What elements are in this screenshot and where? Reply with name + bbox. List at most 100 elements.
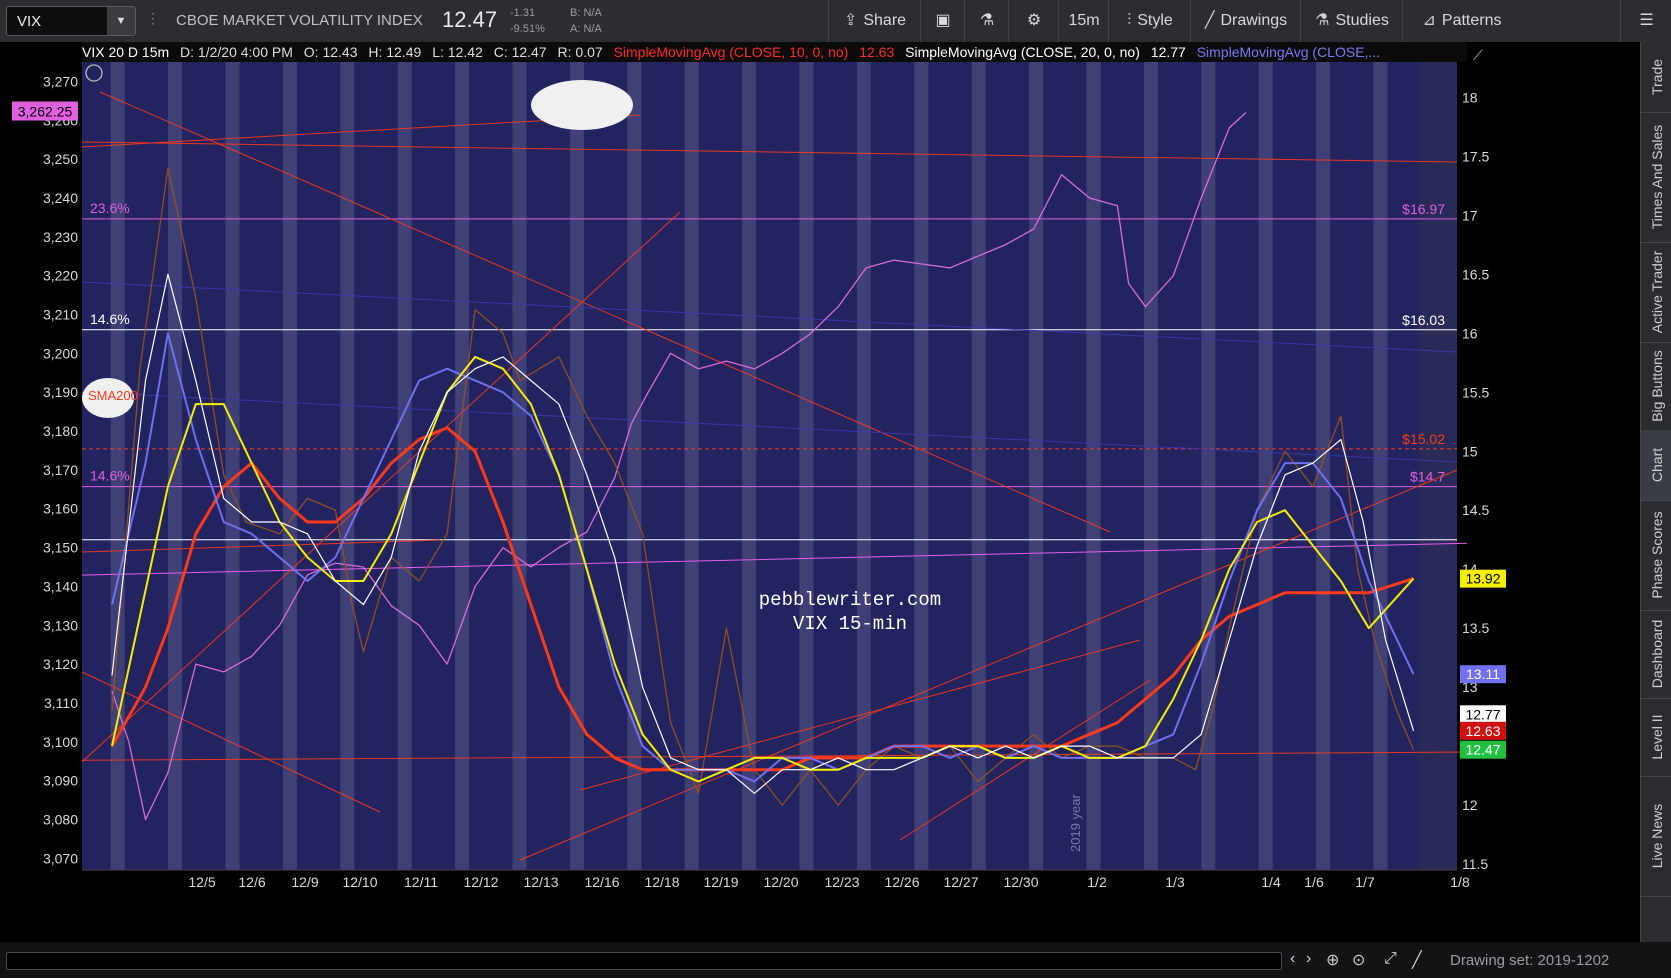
sidebar-tab-times-and-sales[interactable]: Times And Sales <box>1641 112 1671 243</box>
session-stripe <box>1029 62 1044 870</box>
left-axis-tick-label: 3,160 <box>43 501 78 517</box>
level-pct-label: 14.6% <box>90 468 130 484</box>
sidebar-tab-label: Times And Sales <box>1648 124 1665 230</box>
spx-series-line <box>111 112 1247 821</box>
sidebar-tab-phase-scores[interactable]: Phase Scores <box>1641 500 1671 611</box>
symbol-text[interactable]: VIX <box>17 13 42 30</box>
candlestick-icon: ⫶ <box>1127 12 1132 29</box>
annotation-ellipse <box>531 80 633 130</box>
trend-line <box>81 542 1468 576</box>
sma20-label: SimpleMovingAvg (CLOSE, 20, 0, no) <box>905 44 1140 60</box>
year-label: 2019 year <box>1068 794 1083 852</box>
session-stripe <box>512 62 527 870</box>
level-price-label: $14.7 <box>1410 469 1445 485</box>
screenshot-button[interactable]: ▣ <box>920 0 965 42</box>
left-axis-tick-label: 3,210 <box>43 307 78 323</box>
studies-button[interactable]: ⚗ Studies <box>1300 0 1403 42</box>
right-axis-tick-label: 17.5 <box>1462 148 1489 164</box>
x-axis-tick-label: 1/8 <box>1450 874 1470 890</box>
sidebar-tab-big-buttons[interactable]: Big Buttons <box>1641 342 1671 431</box>
session-stripe <box>110 62 125 870</box>
left-axis-marker <box>12 101 78 121</box>
net-change: -1.31 <box>510 7 536 19</box>
chart-scrollbar[interactable] <box>6 952 1282 970</box>
sidebar-tab-level-ii[interactable]: Level II <box>1641 698 1671 777</box>
sidebar-tab-dashboard[interactable]: Dashboard <box>1641 610 1671 699</box>
watermark-text: pebblewriter.com <box>759 589 941 611</box>
symbol-selector[interactable]: VIX ▼ <box>6 6 136 36</box>
chart-settings-icon: ⟋ <box>1473 47 1483 63</box>
sidebar-tab-label: Phase Scores <box>1648 511 1665 599</box>
value-tag <box>1460 721 1506 740</box>
sma-red-line <box>110 426 1414 772</box>
right-axis-tick-label: 13.5 <box>1462 620 1489 636</box>
session-stripe <box>1373 62 1388 870</box>
value-tag <box>1460 665 1506 684</box>
share-icon: ⇪ <box>843 12 858 29</box>
scroll-left-icon[interactable]: ‹ <box>1290 950 1296 967</box>
change-block: -1.31 -9.51% <box>510 5 545 37</box>
level-price-label: $16.03 <box>1402 312 1445 328</box>
value-tag-label: 13.92 <box>1465 571 1500 587</box>
sidebar-tab-chart[interactable]: Chart <box>1641 430 1671 501</box>
right-axis-tick-label: 15 <box>1462 443 1478 459</box>
left-axis-tick-label: 3,250 <box>43 151 78 167</box>
trend-line <box>899 679 1151 841</box>
chart-title: VIX 15-min <box>793 613 907 635</box>
sidebar-tab-label: Chart <box>1648 447 1665 483</box>
style-button[interactable]: ⫶ Style <box>1108 0 1191 42</box>
flask-icon: ⚗ <box>979 12 995 29</box>
settings-button[interactable]: ⚙ <box>1008 0 1059 42</box>
session-stripe <box>455 62 470 870</box>
session-stripe <box>742 62 757 870</box>
chart-area[interactable]: $16.97 23.6% $16.03 14.6% $15.02 $14.7 14.6% SM… <box>0 42 1640 942</box>
chevron-down-icon[interactable]: ▼ <box>107 7 135 35</box>
left-axis-tick-label: 3,070 <box>43 850 78 866</box>
sidebar-tab-trade[interactable]: Trade <box>1641 42 1671 113</box>
x-axis-tick-label: 12/20 <box>763 874 798 890</box>
menu-button[interactable]: ☰ <box>1620 0 1671 42</box>
x-axis-tick-label: 12/16 <box>584 874 619 890</box>
patterns-button[interactable]: ⊿ Patterns <box>1402 0 1521 42</box>
x-axis-tick-label: 12/27 <box>943 874 978 890</box>
drag-handle-icon[interactable]: ⋮ <box>146 10 160 26</box>
left-axis-tick-label: 3,100 <box>43 734 78 750</box>
share-button[interactable]: ⇪ Share <box>828 0 921 42</box>
sidebar-tab-active-trader[interactable]: Active Trader <box>1641 242 1671 343</box>
sidebar-tab-label: Active Trader <box>1648 250 1665 334</box>
future-region <box>1419 62 1457 870</box>
expand-icon[interactable]: ⤢ <box>1384 950 1397 967</box>
left-axis-tick-label: 3,130 <box>43 617 78 633</box>
crosshair-icon[interactable]: ⊕ <box>1326 952 1340 969</box>
info-high: H: 12.49 <box>368 44 422 60</box>
session-stripe <box>1143 62 1158 870</box>
right-sidebar: Trade Times And Sales Active Trader Big But… <box>1640 42 1671 942</box>
sma10-line <box>111 273 1415 794</box>
trend-line <box>81 751 1468 761</box>
left-axis-tick-label: 3,090 <box>43 773 78 789</box>
draw-line-icon[interactable]: ╱ <box>1412 952 1422 969</box>
session-stripe <box>856 62 871 870</box>
zoom-icon[interactable]: ⊙ <box>1352 952 1366 969</box>
interval-button[interactable]: 15m <box>1058 0 1109 42</box>
sidebar-tab-live-news[interactable]: Live News <box>1641 776 1671 897</box>
value-tag-label: 12.47 <box>1465 742 1500 758</box>
left-axis-tick-label: 3,150 <box>43 540 78 556</box>
level-pct-label: 23.6% <box>90 200 130 216</box>
plot-background <box>82 62 1457 870</box>
screenshot-icon: ▣ <box>935 12 951 29</box>
flask-button[interactable]: ⚗ <box>964 0 1009 42</box>
x-axis-tick-label: 12/19 <box>703 874 738 890</box>
x-axis-tick-label: 12/11 <box>404 874 438 890</box>
drawings-button[interactable]: ╱ Drawings <box>1190 0 1301 42</box>
vix-series-line-red <box>111 167 1414 806</box>
sidebar-tab-label: Level II <box>1648 714 1665 760</box>
level-price-label: $15.02 <box>1402 431 1445 447</box>
scroll-right-icon[interactable]: › <box>1306 950 1312 967</box>
value-tag <box>1460 705 1506 724</box>
value-tag-label: 13.11 <box>1466 666 1500 682</box>
x-axis-tick-label: 1/3 <box>1165 874 1185 890</box>
info-low: L: 12.42 <box>432 44 483 60</box>
sidebar-tab-label: Dashboard <box>1648 619 1665 689</box>
session-stripe <box>627 62 642 870</box>
